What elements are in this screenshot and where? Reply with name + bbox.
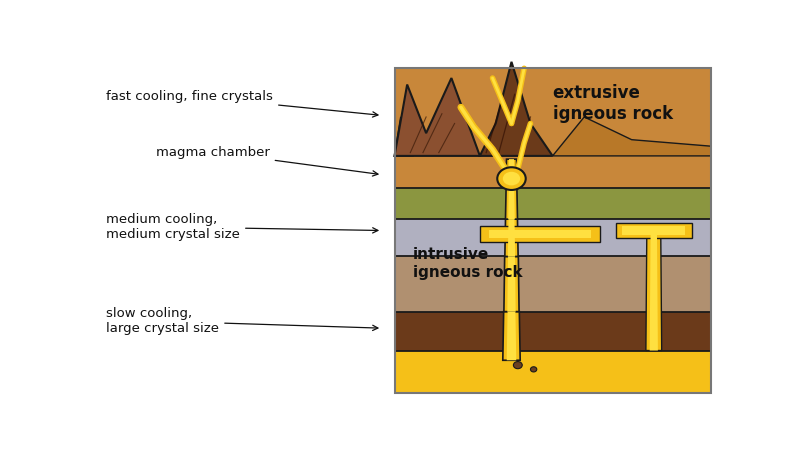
Text: magma chamber: magma chamber: [156, 145, 378, 176]
Text: fast cooling, fine crystals: fast cooling, fine crystals: [106, 90, 378, 117]
Ellipse shape: [514, 361, 522, 369]
Polygon shape: [480, 226, 600, 242]
Polygon shape: [394, 117, 414, 156]
Polygon shape: [394, 188, 710, 219]
Polygon shape: [508, 188, 514, 219]
Polygon shape: [506, 159, 517, 188]
Polygon shape: [507, 256, 516, 312]
Polygon shape: [480, 62, 553, 156]
Polygon shape: [394, 219, 710, 256]
Ellipse shape: [498, 167, 526, 190]
Polygon shape: [509, 159, 514, 188]
Bar: [394, 68, 710, 393]
Polygon shape: [502, 312, 520, 360]
Polygon shape: [394, 156, 710, 188]
Text: intrusive
igneous rock: intrusive igneous rock: [413, 247, 522, 280]
Polygon shape: [394, 351, 710, 393]
Text: slow cooling,
large crystal size: slow cooling, large crystal size: [106, 307, 378, 335]
Polygon shape: [646, 231, 662, 351]
Polygon shape: [394, 78, 480, 156]
Polygon shape: [616, 223, 692, 238]
Polygon shape: [622, 226, 686, 235]
Polygon shape: [506, 312, 516, 360]
Polygon shape: [505, 219, 518, 256]
Ellipse shape: [502, 172, 520, 185]
Polygon shape: [394, 68, 710, 156]
Polygon shape: [553, 117, 710, 156]
Ellipse shape: [530, 367, 537, 372]
Polygon shape: [504, 256, 519, 312]
Polygon shape: [508, 219, 515, 256]
Polygon shape: [490, 230, 590, 238]
Polygon shape: [394, 312, 710, 351]
Polygon shape: [506, 188, 518, 219]
Text: extrusive
igneous rock: extrusive igneous rock: [553, 84, 673, 123]
Polygon shape: [394, 256, 710, 312]
Text: medium cooling,
medium crystal size: medium cooling, medium crystal size: [106, 213, 378, 241]
Polygon shape: [650, 231, 658, 351]
